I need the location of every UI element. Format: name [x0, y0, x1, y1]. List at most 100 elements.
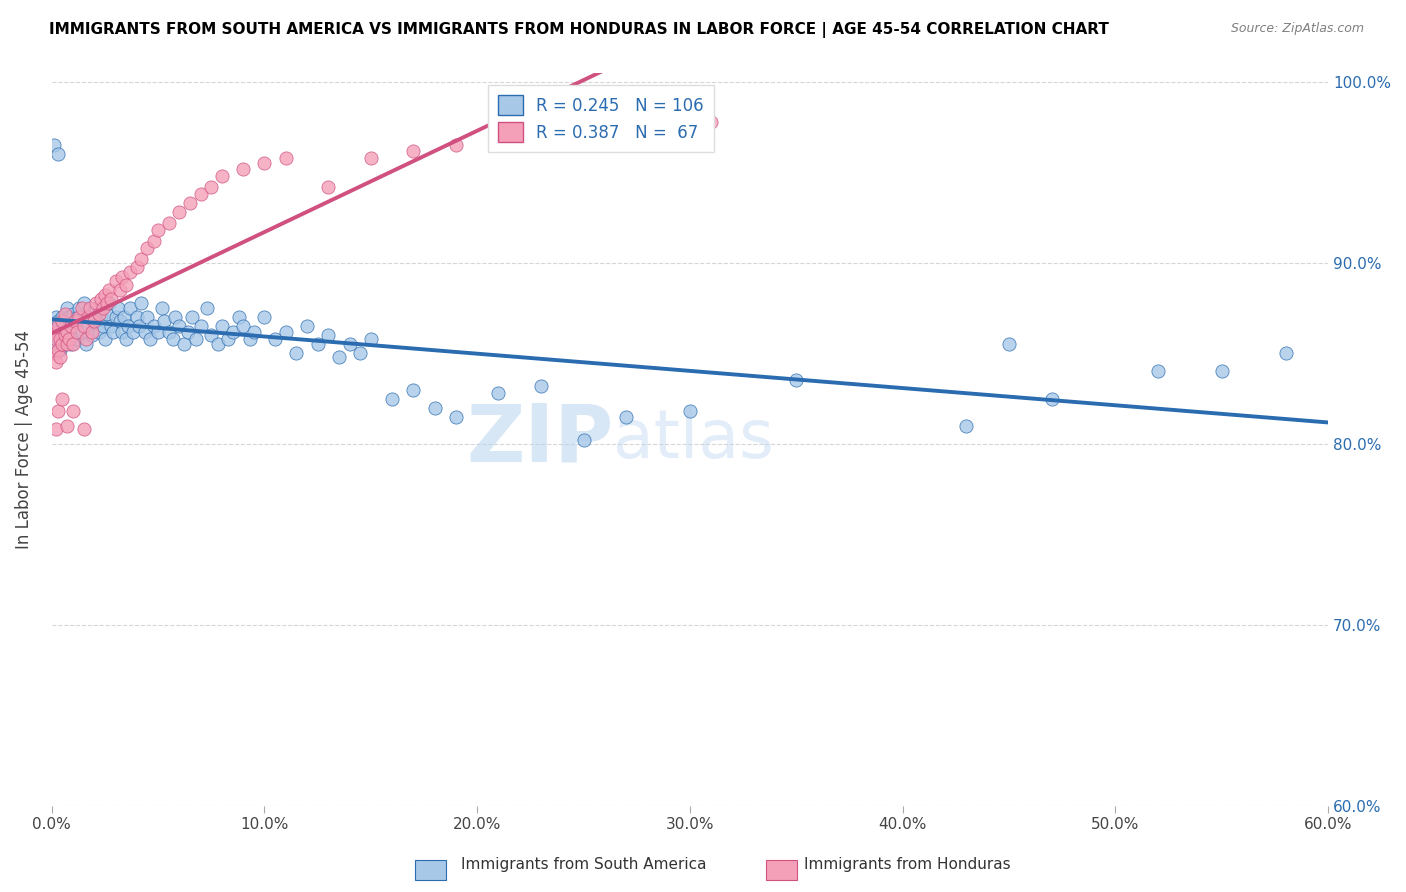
Point — [228, 310, 250, 325]
Point — [232, 319, 254, 334]
Point — [402, 383, 425, 397]
Point — [111, 270, 134, 285]
Point — [217, 332, 239, 346]
Point — [307, 337, 329, 351]
Point — [264, 332, 287, 346]
Point — [243, 325, 266, 339]
Text: IMMIGRANTS FROM SOUTH AMERICA VS IMMIGRANTS FROM HONDURAS IN LABOR FORCE | AGE 4: IMMIGRANTS FROM SOUTH AMERICA VS IMMIGRA… — [49, 22, 1109, 38]
Point — [190, 319, 212, 334]
Point — [55, 301, 77, 315]
Point — [207, 337, 229, 351]
Point — [55, 325, 77, 339]
Point — [66, 332, 89, 346]
Point — [70, 301, 93, 315]
Point — [1211, 364, 1233, 378]
Point — [53, 328, 76, 343]
Point — [488, 386, 510, 401]
Point — [104, 274, 127, 288]
Point — [121, 325, 143, 339]
Point — [94, 332, 117, 346]
Point — [46, 147, 69, 161]
Point — [1274, 346, 1296, 360]
Point — [142, 319, 165, 334]
Point — [679, 404, 702, 418]
Point — [153, 314, 176, 328]
Point — [91, 319, 114, 334]
Point — [46, 314, 69, 328]
Point — [136, 310, 159, 325]
Point — [66, 325, 89, 339]
Point — [46, 332, 69, 346]
Point — [614, 409, 637, 424]
Point — [59, 337, 82, 351]
Legend: R = 0.245   N = 106, R = 0.387   N =  67: R = 0.245 N = 106, R = 0.387 N = 67 — [488, 85, 714, 153]
Point — [96, 307, 118, 321]
Point — [77, 310, 100, 325]
Point — [73, 319, 96, 334]
Point — [162, 332, 184, 346]
Y-axis label: In Labor Force | Age 45-54: In Labor Force | Age 45-54 — [15, 330, 32, 549]
Point — [45, 422, 67, 436]
Point — [998, 337, 1021, 351]
Point — [157, 216, 180, 230]
Point — [146, 223, 169, 237]
Point — [530, 379, 553, 393]
Point — [46, 343, 69, 357]
Text: Immigrants from South America: Immigrants from South America — [461, 857, 706, 872]
Point — [63, 314, 86, 328]
Point — [360, 151, 382, 165]
Point — [53, 307, 76, 321]
Point — [86, 301, 108, 315]
Point — [108, 314, 131, 328]
Point — [134, 325, 156, 339]
Point — [75, 337, 97, 351]
Point — [79, 307, 101, 321]
Point — [100, 319, 122, 334]
Point — [51, 337, 73, 351]
Point — [58, 332, 80, 346]
Point — [49, 332, 72, 346]
Text: Immigrants from Honduras: Immigrants from Honduras — [804, 857, 1010, 872]
Point — [614, 129, 637, 144]
Point — [73, 310, 96, 325]
Point — [49, 350, 72, 364]
Point — [58, 319, 80, 334]
Point — [169, 319, 191, 334]
Point — [104, 310, 127, 325]
Point — [45, 310, 67, 325]
Point — [1147, 364, 1170, 378]
Point — [73, 295, 96, 310]
Point — [316, 328, 339, 343]
Point — [62, 337, 84, 351]
Text: ZIP: ZIP — [467, 401, 613, 478]
Point — [91, 301, 114, 315]
Point — [98, 295, 121, 310]
Point — [211, 319, 233, 334]
Point — [195, 301, 218, 315]
Point — [98, 283, 121, 297]
Point — [360, 332, 382, 346]
Point — [45, 332, 67, 346]
Point — [349, 346, 371, 360]
Point — [115, 277, 138, 292]
Point — [58, 310, 80, 325]
Point — [274, 325, 297, 339]
Point — [177, 325, 200, 339]
Point — [51, 392, 73, 406]
Point — [150, 301, 173, 315]
Point — [142, 234, 165, 248]
Point — [129, 252, 152, 267]
Point — [253, 310, 276, 325]
Point — [62, 404, 84, 418]
Point — [83, 314, 105, 328]
Point — [67, 301, 90, 315]
Point — [700, 115, 723, 129]
Point — [111, 325, 134, 339]
Point — [125, 260, 148, 274]
Point — [295, 319, 318, 334]
Point — [79, 301, 101, 315]
Point — [285, 346, 308, 360]
Point — [53, 325, 76, 339]
Point — [75, 332, 97, 346]
Point — [66, 310, 89, 325]
